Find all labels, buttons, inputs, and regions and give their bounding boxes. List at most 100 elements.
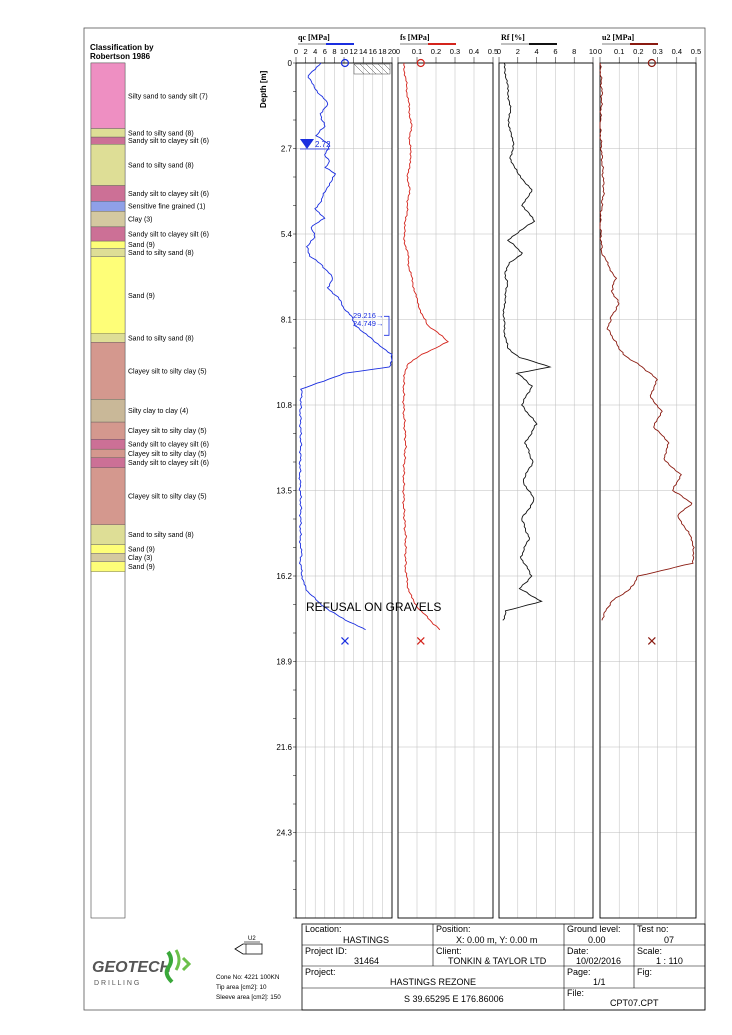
classification-layer <box>90 553 126 562</box>
classification-layer-label: Sandy silt to clayey silt (6) <box>128 460 209 467</box>
project-id-label: Project ID: <box>305 946 347 956</box>
track-x-tick-label: 4 <box>535 47 539 56</box>
track-reference-marker <box>647 58 656 68</box>
project-id-value: 31464 <box>354 956 379 966</box>
file-label: File: <box>567 988 584 998</box>
track-x-tick-label: 0 <box>598 47 602 56</box>
classification-layer-label: Sand to silty sand (8) <box>128 162 194 169</box>
classification-layer <box>90 201 126 212</box>
water-level-marker: 2.72 <box>300 139 331 150</box>
date-value: 10/02/2016 <box>576 956 621 966</box>
qc-peak-annotation-1: 29.216→ <box>353 311 383 320</box>
track-series-line <box>298 62 393 631</box>
water-level-triangle <box>300 139 314 149</box>
classification-layer <box>90 210 126 228</box>
classification-layer <box>90 144 126 186</box>
depth-tick-label: 13.5 <box>276 487 292 496</box>
track-title: Rf [%] <box>501 33 525 42</box>
track-qc: 0 2 4 6 8 10 12 14 16 18 20 qc [MPa] <box>294 33 396 919</box>
track-x-tick-label: 20 <box>388 47 396 56</box>
track-x-tick-label: 0.5 <box>488 47 498 56</box>
track-x-tick-label: 0 <box>294 47 298 56</box>
classification-layer-label: Sand to silty sand (8) <box>128 250 194 257</box>
fig-label: Fig: <box>637 967 652 977</box>
track-x-tick-label: 0.4 <box>469 47 479 56</box>
classification-layer <box>90 240 126 249</box>
tip-area: Tip area [cm2]: 10 <box>216 984 267 991</box>
depth-tick-label: 24.3 <box>276 829 292 838</box>
track-x-tick-label: 8 <box>332 47 336 56</box>
track-rf: 0 2 4 6 8 10 Rf [%] <box>497 33 597 919</box>
client-label: Client: <box>436 946 462 956</box>
logo: GEOTECH D R I L L I N G <box>92 949 192 987</box>
classification-layer <box>90 448 126 458</box>
classification-layer-label: Sandy silt to clayey silt (6) <box>128 191 209 198</box>
logo-mark-icon <box>164 949 192 984</box>
classification-layer <box>90 467 126 525</box>
track-frame <box>498 62 594 919</box>
track-x-tick-label: 0.4 <box>672 47 682 56</box>
depth-tick-label: 21.6 <box>276 743 292 752</box>
track-reference-marker <box>416 58 425 68</box>
track-title: fs [MPa] <box>400 33 430 42</box>
track-u2: 0 0.1 0.2 0.3 0.4 0.5 u2 [MPa] <box>598 33 701 919</box>
track-end-marker <box>647 636 656 645</box>
classification-layer-label: Clay (3) <box>128 555 153 562</box>
track-title: qc [MPa] <box>298 33 330 42</box>
track-end-marker <box>416 636 425 645</box>
classification-layer-label: Silty clay to clay (4) <box>128 408 188 415</box>
depth-tick-label: 2.7 <box>281 145 293 154</box>
test-no-value: 07 <box>664 935 674 945</box>
track-x-tick-label: 4 <box>313 47 317 56</box>
logo-text: GEOTECH <box>92 959 172 976</box>
location-value: HASTINGS <box>343 935 389 945</box>
classification-layer <box>90 136 126 145</box>
track-reference-marker <box>340 58 350 68</box>
classification-layer-label: Clayey silt to silty clay (5) <box>128 494 207 501</box>
track-series-line <box>402 62 449 631</box>
position-value: X: 0.00 m, Y: 0.00 m <box>456 935 537 945</box>
project-value: HASTINGS REZONE <box>390 977 476 987</box>
classification-column: Silty sand to sandy silt (7) Sand to silt… <box>90 62 209 919</box>
classification-layer-label: Sand (9) <box>128 242 155 249</box>
page-label: Page: <box>567 967 591 977</box>
track-series-line <box>599 62 695 621</box>
classification-layer <box>90 226 126 242</box>
classification-layer <box>90 421 126 440</box>
ground-level-label: Ground level: <box>567 924 621 934</box>
track-x-tick-label: 0.1 <box>412 47 422 56</box>
track-x-tick-label: 2 <box>304 47 308 56</box>
track-end-marker <box>341 636 349 645</box>
track-title: u2 [MPa] <box>602 33 635 42</box>
cone-diagram-icon: U2 <box>234 936 263 955</box>
depth-tick-label: 0 <box>288 59 293 68</box>
track-frame <box>397 62 494 919</box>
classification-layer-label: Sandy silt to clayey silt (6) <box>128 138 209 145</box>
track-x-tick-label: 0.3 <box>450 47 460 56</box>
track-x-tick-label: 0 <box>497 47 501 56</box>
cpt-tracks: 02.75.48.110.813.516.218.921.624.30 2 4 6 8 1… <box>276 33 701 919</box>
depth-tick-label: 18.9 <box>276 658 292 667</box>
depth-tick-label: 16.2 <box>276 572 292 581</box>
depth-tick-label: 5.4 <box>281 230 293 239</box>
file-value: CPT07.CPT <box>610 998 659 1008</box>
track-x-tick-label: 8 <box>572 47 576 56</box>
classification-layer <box>90 333 126 343</box>
track-fs: 0 0.1 0.2 0.3 0.4 0.5 fs [MPa] <box>396 33 498 919</box>
classification-layer-label: Clay (3) <box>128 217 153 224</box>
qc-top-hatch <box>353 63 391 75</box>
track-x-tick-label: 16 <box>369 47 377 56</box>
qc-peak-bracket <box>384 315 390 336</box>
water-level-label: 2.72 <box>315 140 331 149</box>
classification-layer-label: Sand to silty sand (8) <box>128 532 194 539</box>
classification-layer-label: Sandy silt to clayey silt (6) <box>128 442 209 449</box>
location-label: Location: <box>305 924 342 934</box>
classification-layer <box>90 342 126 400</box>
classification-title-line1: Classification by <box>90 43 154 52</box>
track-x-tick-label: 0.1 <box>614 47 624 56</box>
classification-layer <box>90 399 126 423</box>
position-label: Position: <box>436 924 471 934</box>
cone-label: U2 <box>248 936 256 942</box>
classification-layer <box>90 524 126 545</box>
